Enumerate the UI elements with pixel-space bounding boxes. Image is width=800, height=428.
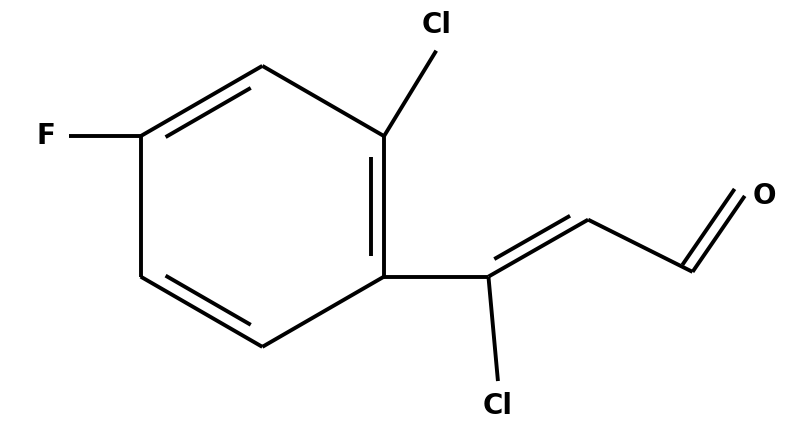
Text: Cl: Cl — [483, 392, 513, 420]
Text: Cl: Cl — [422, 11, 451, 39]
Text: F: F — [36, 122, 55, 150]
Text: O: O — [752, 182, 776, 210]
